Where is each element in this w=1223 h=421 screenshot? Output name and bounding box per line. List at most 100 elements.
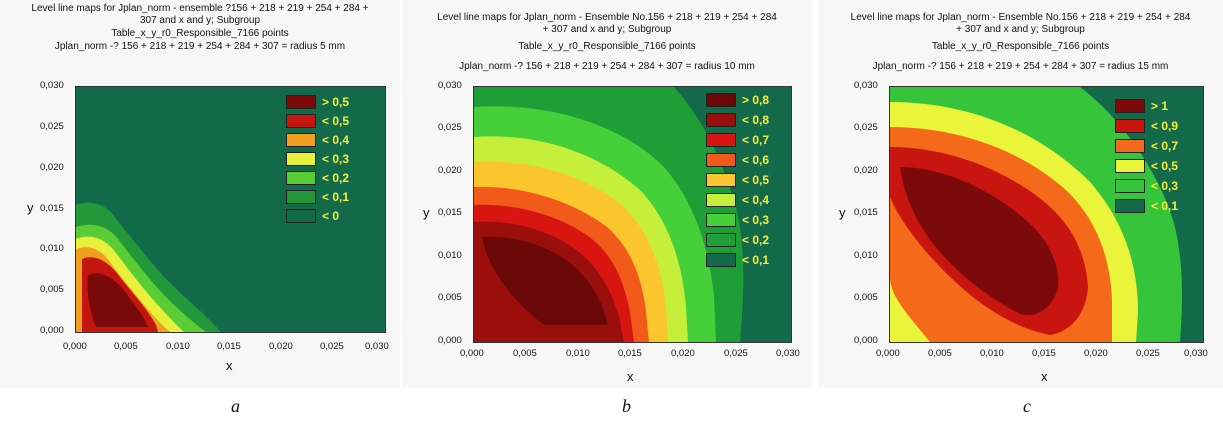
chart-title-line-1: Level line maps for Jplan_norm - ensembl… bbox=[31, 3, 369, 14]
y-tick-label: 0,000 bbox=[438, 335, 462, 346]
legend-item: < 0,5 bbox=[706, 172, 806, 188]
legend-swatch bbox=[1115, 119, 1145, 133]
y-tick-label: 0,000 bbox=[40, 325, 64, 336]
chart-title-line-1: Level line maps for Jplan_norm - Ensembl… bbox=[850, 12, 1191, 23]
legend-label: < 0,7 bbox=[742, 133, 770, 147]
y-tick-label: 0,015 bbox=[438, 207, 462, 218]
legend-swatch bbox=[706, 193, 736, 207]
legend-label: < 0,8 bbox=[742, 113, 770, 127]
legend-swatch bbox=[286, 190, 316, 204]
legend-item: < 0,1 bbox=[1115, 198, 1215, 214]
panel-caption: b bbox=[622, 396, 631, 416]
legend-item: < 0,5 bbox=[1115, 158, 1215, 174]
y-tick-label: 0,010 bbox=[854, 250, 878, 261]
y-tick-label: 0,015 bbox=[854, 207, 878, 218]
y-tick-label: 0,025 bbox=[438, 122, 462, 133]
legend-label: < 0,6 bbox=[742, 153, 770, 167]
legend-item: < 0,7 bbox=[1115, 138, 1215, 154]
chart-title-line-2: + 307 and x and y; Subgroup bbox=[956, 24, 1085, 35]
x-tick-label: 0,000 bbox=[460, 348, 484, 359]
y-tick-label: 0,025 bbox=[854, 122, 878, 133]
legend-item: > 1 bbox=[1115, 98, 1215, 114]
legend-label: > 0,5 bbox=[322, 95, 350, 109]
y-tick-label: 0,030 bbox=[438, 80, 462, 91]
x-tick-label: 0,025 bbox=[1136, 348, 1160, 359]
panel-b: Level line maps for Jplan_norm - Ensembl… bbox=[402, 0, 812, 388]
panel-a: Level line maps for Jplan_norm - ensembl… bbox=[0, 0, 400, 388]
legend-item: < 0,9 bbox=[1115, 118, 1215, 134]
x-tick-label: 0,005 bbox=[928, 348, 952, 359]
x-tick-label: 0,005 bbox=[513, 348, 537, 359]
legend-label: < 0,3 bbox=[1151, 179, 1179, 193]
legend-item: < 0,3 bbox=[286, 151, 386, 167]
x-axis-label: x bbox=[1041, 369, 1048, 384]
contour-plot-area bbox=[75, 86, 386, 333]
legend-label: < 0,1 bbox=[742, 253, 770, 267]
legend-swatch bbox=[286, 133, 316, 147]
legend: > 0,5 < 0,5 < 0,4 < 0,3 < 0,2 < 0,1 < 0 bbox=[286, 94, 386, 224]
legend-swatch bbox=[286, 209, 316, 223]
contour-map bbox=[76, 87, 385, 332]
x-tick-label: 0,030 bbox=[776, 348, 800, 359]
x-axis-label: x bbox=[627, 369, 634, 384]
y-tick-label: 0,000 bbox=[854, 335, 878, 346]
legend-label: < 0,4 bbox=[742, 193, 770, 207]
contour-plot-area bbox=[889, 86, 1204, 343]
y-tick-label: 0,020 bbox=[438, 165, 462, 176]
legend-item: < 0,4 bbox=[706, 192, 806, 208]
legend-swatch bbox=[706, 113, 736, 127]
y-axis-label: y bbox=[423, 205, 430, 220]
legend-item: < 0,8 bbox=[706, 112, 806, 128]
legend-label: < 0 bbox=[322, 209, 340, 223]
legend-label: < 0,9 bbox=[1151, 119, 1179, 133]
legend-swatch bbox=[706, 173, 736, 187]
legend-swatch bbox=[1115, 199, 1145, 213]
legend-swatch bbox=[1115, 139, 1145, 153]
legend: > 1 < 0,9 < 0,7 < 0,5 < 0,3 < 0,1 bbox=[1115, 98, 1215, 216]
y-tick-label: 0,030 bbox=[854, 80, 878, 91]
chart-title-line-4: Jplan_norm -? 156 + 218 + 219 + 254 + 28… bbox=[54, 41, 346, 52]
legend-item: < 0,3 bbox=[1115, 178, 1215, 194]
legend-swatch bbox=[706, 93, 736, 107]
x-tick-label: 0,020 bbox=[671, 348, 695, 359]
chart-title-line-4: Jplan_norm -? 156 + 218 + 219 + 254 + 28… bbox=[459, 61, 755, 72]
y-axis-label: y bbox=[27, 200, 34, 215]
x-tick-label: 0,025 bbox=[320, 341, 344, 352]
legend-label: < 0,3 bbox=[322, 152, 350, 166]
contour-map bbox=[890, 87, 1203, 342]
chart-title-line-3: Table_x_y_r0_Responsible_7166 points bbox=[111, 28, 289, 39]
legend-item: > 0,8 bbox=[706, 92, 806, 108]
x-tick-label: 0,000 bbox=[63, 341, 87, 352]
x-tick-label: 0,015 bbox=[618, 348, 642, 359]
legend-item: < 0,5 bbox=[286, 113, 386, 129]
x-tick-label: 0,015 bbox=[217, 341, 241, 352]
y-tick-label: 0,005 bbox=[854, 292, 878, 303]
panel-caption: a bbox=[231, 396, 240, 416]
legend-swatch bbox=[706, 153, 736, 167]
legend-label: < 0,2 bbox=[742, 233, 770, 247]
legend: > 0,8 < 0,8 < 0,7 < 0,6 < 0,5 < 0,4 < 0,… bbox=[706, 92, 806, 270]
chart-title-line-2: + 307 and x and y; Subgroup bbox=[542, 24, 672, 35]
x-tick-label: 0,015 bbox=[1032, 348, 1056, 359]
y-tick-label: 0,020 bbox=[854, 165, 878, 176]
y-tick-label: 0,010 bbox=[438, 250, 462, 261]
x-tick-label: 0,005 bbox=[114, 341, 138, 352]
legend-swatch bbox=[706, 213, 736, 227]
legend-swatch bbox=[286, 171, 316, 185]
x-tick-label: 0,025 bbox=[724, 348, 748, 359]
legend-swatch bbox=[1115, 179, 1145, 193]
x-tick-label: 0,020 bbox=[1084, 348, 1108, 359]
x-tick-label: 0,010 bbox=[166, 341, 190, 352]
y-tick-label: 0,015 bbox=[40, 203, 64, 214]
y-tick-label: 0,020 bbox=[40, 162, 64, 173]
legend-label: > 0,8 bbox=[742, 93, 770, 107]
y-tick-label: 0,030 bbox=[40, 80, 64, 91]
x-tick-label: 0,030 bbox=[1184, 348, 1208, 359]
y-tick-label: 0,005 bbox=[438, 292, 462, 303]
legend-item: < 0,7 bbox=[706, 132, 806, 148]
legend-item: < 0,1 bbox=[706, 252, 806, 268]
legend-label: < 0,2 bbox=[322, 171, 350, 185]
legend-item: < 0,2 bbox=[706, 232, 806, 248]
legend-swatch bbox=[706, 233, 736, 247]
legend-label: < 0,7 bbox=[1151, 139, 1179, 153]
